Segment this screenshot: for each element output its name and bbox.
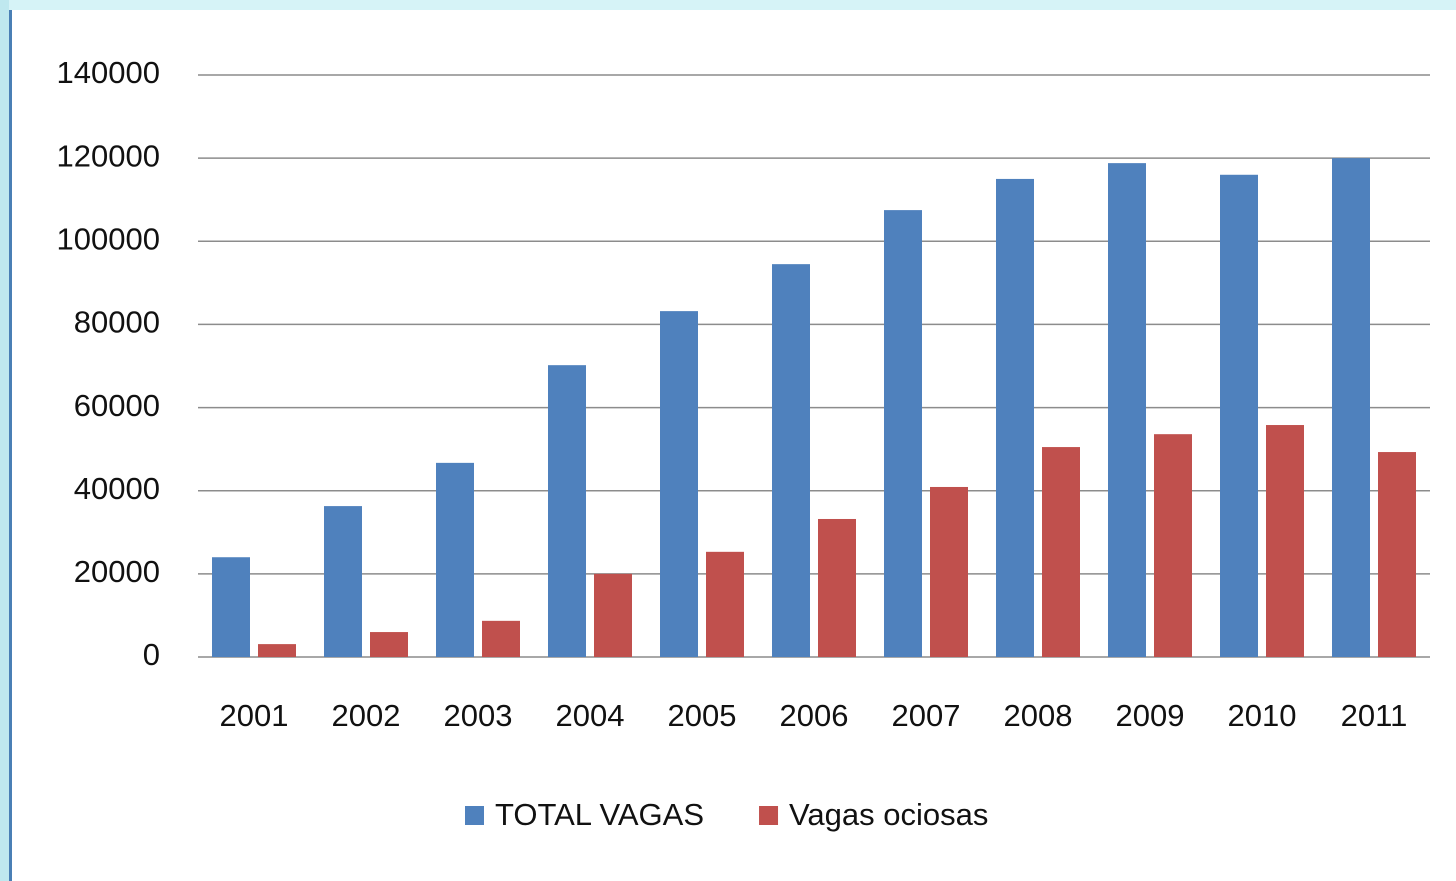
y-tick-label: 60000 xyxy=(74,388,160,423)
bar xyxy=(1108,163,1146,658)
x-tick-label: 2011 xyxy=(1341,698,1408,733)
bar xyxy=(482,620,520,657)
x-tick-label: 2002 xyxy=(332,698,401,733)
legend-label: Vagas ociosas xyxy=(789,797,988,832)
x-tick-label: 2005 xyxy=(668,698,737,733)
bar xyxy=(436,462,474,657)
y-tick-label: 40000 xyxy=(74,471,160,506)
y-tick-label: 140000 xyxy=(57,55,160,90)
bar xyxy=(324,506,362,657)
bar xyxy=(258,644,296,657)
bar xyxy=(594,573,632,657)
x-tick-label: 2009 xyxy=(1116,698,1185,733)
bar xyxy=(1154,434,1192,657)
y-tick-label: 0 xyxy=(143,637,160,672)
legend-swatch xyxy=(465,806,484,825)
x-tick-label: 2007 xyxy=(892,698,961,733)
x-tick-label: 2008 xyxy=(1004,698,1073,733)
y-tick-label: 80000 xyxy=(74,305,160,340)
y-tick-label: 20000 xyxy=(74,554,160,589)
x-tick-label: 2006 xyxy=(780,698,849,733)
bar xyxy=(1378,452,1416,657)
bar xyxy=(660,311,698,657)
left-strip xyxy=(0,0,9,881)
y-tick-label: 100000 xyxy=(57,221,160,256)
bar xyxy=(1266,425,1304,657)
x-tick-label: 2010 xyxy=(1228,698,1297,733)
y-tick-label: 120000 xyxy=(57,138,160,173)
left-border xyxy=(9,10,12,881)
bar xyxy=(884,210,922,657)
bar xyxy=(212,557,250,657)
bar xyxy=(818,518,856,657)
x-tick-label: 2003 xyxy=(444,698,513,733)
bar xyxy=(1220,174,1258,657)
x-tick-label: 2001 xyxy=(220,698,289,733)
bar xyxy=(706,551,744,657)
bar xyxy=(1332,158,1370,657)
bar xyxy=(996,178,1034,657)
bar xyxy=(548,365,586,657)
bar xyxy=(370,632,408,657)
top-strip xyxy=(0,0,1456,10)
legend-swatch xyxy=(759,806,779,825)
bar xyxy=(1042,447,1080,657)
bar xyxy=(930,486,968,657)
x-tick-label: 2004 xyxy=(556,698,625,733)
legend-label: TOTAL VAGAS xyxy=(495,797,704,832)
bar xyxy=(772,264,810,657)
